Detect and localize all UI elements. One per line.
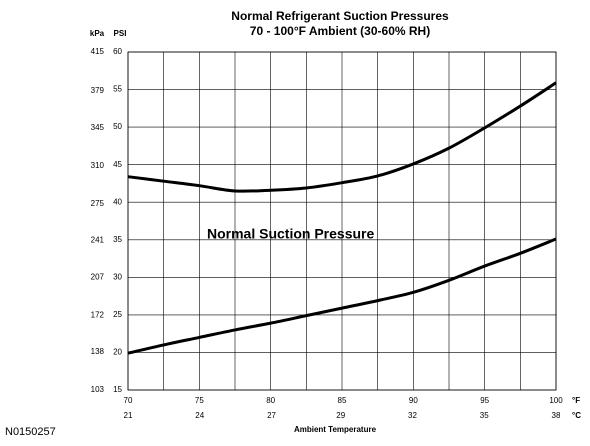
y2-tick-label: 172 xyxy=(91,310,105,319)
y2-tick-label: 275 xyxy=(91,199,105,208)
y-unit: PSI xyxy=(114,29,127,38)
y-tick-label: 50 xyxy=(113,122,122,131)
x2-unit: °C xyxy=(572,411,581,420)
y-tick-label: 45 xyxy=(113,160,122,169)
x2-tick-label: 38 xyxy=(552,411,561,420)
y2-tick-label: 138 xyxy=(91,347,105,356)
y-tick-label: 35 xyxy=(113,235,122,244)
x-tick-label: 75 xyxy=(195,396,204,405)
y2-tick-label: 379 xyxy=(91,86,105,95)
x-unit: °F xyxy=(572,396,580,405)
x-axis-label: Ambient Temperature xyxy=(294,425,377,434)
x-tick-label: 85 xyxy=(338,396,347,405)
y-tick-label: 30 xyxy=(113,272,122,281)
y-tick-label: 25 xyxy=(113,310,122,319)
x2-tick-label: 35 xyxy=(480,411,489,420)
x2-tick-label: 32 xyxy=(408,411,417,420)
x2-tick-label: 27 xyxy=(267,411,276,420)
chart-title: Normal Refrigerant Suction Pressures xyxy=(231,9,449,23)
x2-tick-label: 29 xyxy=(336,411,345,420)
x-tick-label: 100 xyxy=(549,396,563,405)
figure-code: N0150257 xyxy=(5,426,56,438)
y-tick-label: 55 xyxy=(113,85,122,94)
x-tick-label: 95 xyxy=(480,396,489,405)
y2-tick-label: 310 xyxy=(91,161,105,170)
chart-subtitle: 70 - 100°F Ambient (30-60% RH) xyxy=(250,24,430,38)
y2-tick-label: 241 xyxy=(91,236,105,245)
y2-tick-label: 345 xyxy=(91,123,105,132)
x-tick-label: 90 xyxy=(409,396,418,405)
y-tick-label: 40 xyxy=(113,197,122,206)
series-line xyxy=(127,237,557,355)
y2-tick-label: 415 xyxy=(91,47,105,56)
x2-tick-label: 24 xyxy=(195,411,204,420)
y2-unit: kPa xyxy=(90,29,105,38)
y-tick-label: 60 xyxy=(113,47,122,56)
plot-frame xyxy=(127,51,557,391)
y2-tick-label: 207 xyxy=(91,272,105,281)
x2-tick-label: 21 xyxy=(124,411,133,420)
y2-tick-label: 103 xyxy=(91,385,105,394)
series-line xyxy=(127,81,557,193)
annotation: Normal Suction Pressure xyxy=(207,226,374,242)
y-tick-label: 20 xyxy=(113,348,122,357)
y-tick-label: 15 xyxy=(113,385,122,394)
x-tick-label: 70 xyxy=(124,396,133,405)
x-tick-label: 80 xyxy=(266,396,275,405)
